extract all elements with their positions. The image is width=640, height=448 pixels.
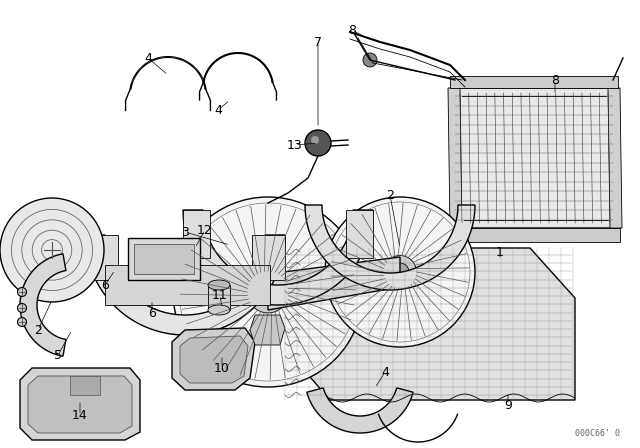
Polygon shape xyxy=(128,238,200,280)
Circle shape xyxy=(311,136,319,144)
Circle shape xyxy=(17,318,26,327)
Polygon shape xyxy=(134,244,194,274)
Polygon shape xyxy=(307,388,413,433)
Polygon shape xyxy=(28,376,132,433)
Polygon shape xyxy=(608,88,622,228)
Polygon shape xyxy=(448,88,462,228)
Circle shape xyxy=(325,197,475,347)
Polygon shape xyxy=(250,315,285,345)
Text: 5: 5 xyxy=(54,349,62,362)
Text: 1: 1 xyxy=(496,246,504,258)
Text: 6: 6 xyxy=(148,306,156,319)
Polygon shape xyxy=(183,210,210,258)
Text: 4: 4 xyxy=(214,103,222,116)
Circle shape xyxy=(17,288,26,297)
Text: 4: 4 xyxy=(381,366,389,379)
Text: 8: 8 xyxy=(551,73,559,86)
Circle shape xyxy=(363,53,377,67)
Polygon shape xyxy=(183,210,373,305)
Text: 4: 4 xyxy=(144,52,152,65)
Text: 8: 8 xyxy=(348,23,356,36)
Text: 14: 14 xyxy=(72,409,88,422)
Circle shape xyxy=(17,303,26,313)
Text: 7: 7 xyxy=(314,35,322,48)
Text: 2: 2 xyxy=(386,189,394,202)
Polygon shape xyxy=(172,328,255,390)
Polygon shape xyxy=(452,228,620,242)
Polygon shape xyxy=(346,210,373,258)
Text: 12: 12 xyxy=(197,224,213,237)
Ellipse shape xyxy=(208,305,230,315)
Text: 000C66' 0: 000C66' 0 xyxy=(575,429,620,438)
Circle shape xyxy=(383,255,417,289)
Text: 3: 3 xyxy=(181,225,189,238)
Polygon shape xyxy=(450,88,620,228)
Polygon shape xyxy=(180,336,248,383)
Text: 2: 2 xyxy=(34,323,42,336)
Circle shape xyxy=(257,280,280,303)
Circle shape xyxy=(391,263,409,281)
Polygon shape xyxy=(70,376,100,395)
Polygon shape xyxy=(252,235,285,280)
Circle shape xyxy=(0,198,104,302)
Text: 6: 6 xyxy=(101,279,109,292)
Polygon shape xyxy=(85,235,118,280)
Polygon shape xyxy=(305,205,475,290)
Circle shape xyxy=(247,271,289,313)
Ellipse shape xyxy=(208,280,230,290)
Text: 9: 9 xyxy=(504,399,512,412)
Polygon shape xyxy=(208,285,230,310)
Text: 11: 11 xyxy=(212,289,228,302)
Polygon shape xyxy=(105,265,270,305)
Polygon shape xyxy=(20,254,66,356)
Polygon shape xyxy=(268,257,400,310)
Polygon shape xyxy=(285,248,575,400)
Polygon shape xyxy=(20,368,140,440)
Text: 10: 10 xyxy=(214,362,230,375)
Polygon shape xyxy=(450,76,618,88)
Text: 13: 13 xyxy=(287,138,303,151)
Circle shape xyxy=(173,197,363,387)
Polygon shape xyxy=(85,235,285,335)
Circle shape xyxy=(305,130,331,156)
